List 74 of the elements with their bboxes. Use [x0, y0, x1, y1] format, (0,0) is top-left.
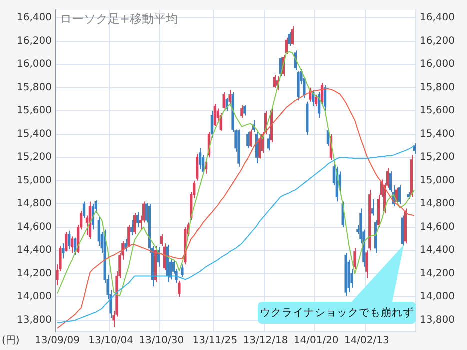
- candlestick: [62, 243, 65, 260]
- candlestick: [178, 280, 181, 298]
- candlestick: [273, 74, 276, 88]
- y2-tick-label: 14,000: [420, 292, 455, 303]
- y-tick-label: 16,400: [17, 12, 52, 24]
- y2-tick-label: 15,000: [420, 175, 455, 186]
- candlestick: [228, 90, 232, 105]
- candlestick: [267, 134, 270, 152]
- y-tick-label: 14,600: [17, 222, 52, 233]
- candlestick: [181, 264, 184, 278]
- candlestick: [68, 230, 71, 250]
- chart-title: ローソク足+移動平均: [60, 12, 178, 26]
- y2-tick-label: 15,800: [420, 82, 455, 94]
- x-tick-label: 13/10/04: [88, 336, 134, 347]
- x-tick-label: 13/11/25: [192, 336, 238, 347]
- candlestick: [196, 154, 199, 182]
- candlestick: [413, 143, 416, 155]
- y2-tick-label: 15,400: [420, 128, 455, 140]
- x-tick-label: 14/01/20: [294, 336, 339, 347]
- y2-tick-label: 16,000: [420, 59, 455, 70]
- y2-tick-label: 13,800: [420, 314, 455, 326]
- candlestick: [250, 129, 252, 148]
- candlestick: [130, 220, 134, 236]
- annotation: ウクライナショックでも崩れず: [258, 302, 416, 324]
- y2-tick-label: 14,200: [420, 268, 455, 280]
- candlestick: [354, 248, 356, 270]
- y2-tick-label: 14,600: [420, 222, 455, 233]
- y-tick-label: 14,000: [17, 292, 52, 303]
- y2-tick-label: 15,600: [420, 106, 455, 117]
- candlestick: [285, 37, 288, 55]
- candlestick: [315, 94, 318, 107]
- candlestick: [244, 104, 246, 116]
- candlestick: [136, 212, 140, 228]
- y-tick-label: 15,400: [17, 128, 52, 140]
- candlestick: [246, 132, 250, 149]
- x-tick-label: 13/09/09: [35, 336, 80, 347]
- y-tick-label: 14,800: [17, 198, 52, 210]
- y2-tick-label: 16,200: [420, 36, 455, 47]
- candlestick: [240, 104, 244, 119]
- candlestick: [288, 32, 291, 47]
- candlestick: [82, 201, 86, 219]
- candlestick: [258, 134, 262, 160]
- candlestick: [222, 92, 226, 110]
- y-tick-label: 15,200: [17, 152, 52, 164]
- x-tick-label: 14/02/13: [344, 336, 390, 347]
- candlestick: [71, 236, 74, 254]
- candlestick: [324, 85, 327, 112]
- y-tick-label: 15,000: [17, 175, 52, 186]
- x-tick-label: 13/12/18: [243, 336, 288, 347]
- candlestick: [366, 250, 368, 280]
- candlestick: [210, 110, 214, 138]
- y2-tick-label: 15,200: [420, 152, 455, 164]
- y-tick-label: 13,800: [17, 314, 52, 326]
- candlestick: [291, 26, 294, 46]
- y-tick-label: 14,400: [17, 245, 52, 256]
- candlestick: [226, 98, 228, 112]
- y2-tick-label: 14,400: [420, 245, 455, 256]
- candlestick: [128, 224, 130, 248]
- candlestick: [198, 148, 202, 170]
- y2-tick-label: 14,800: [420, 198, 455, 210]
- candlestick: [214, 104, 217, 127]
- candlestick: [134, 212, 136, 235]
- candlestick: [65, 232, 68, 252]
- y-tick-label: 14,200: [17, 268, 52, 280]
- candlestick: [372, 198, 374, 216]
- candlestick: [398, 185, 401, 205]
- y-tick-label: 16,200: [17, 36, 52, 47]
- y-axis-title: (円): [2, 336, 20, 347]
- y-tick-label: 15,600: [17, 106, 52, 117]
- y2-tick-label: 16,400: [420, 12, 455, 24]
- candlestick: [160, 234, 163, 246]
- y-tick-label: 15,800: [17, 82, 52, 94]
- y-tick-label: 16,000: [17, 59, 52, 70]
- x-tick-label: 13/10/30: [139, 336, 184, 347]
